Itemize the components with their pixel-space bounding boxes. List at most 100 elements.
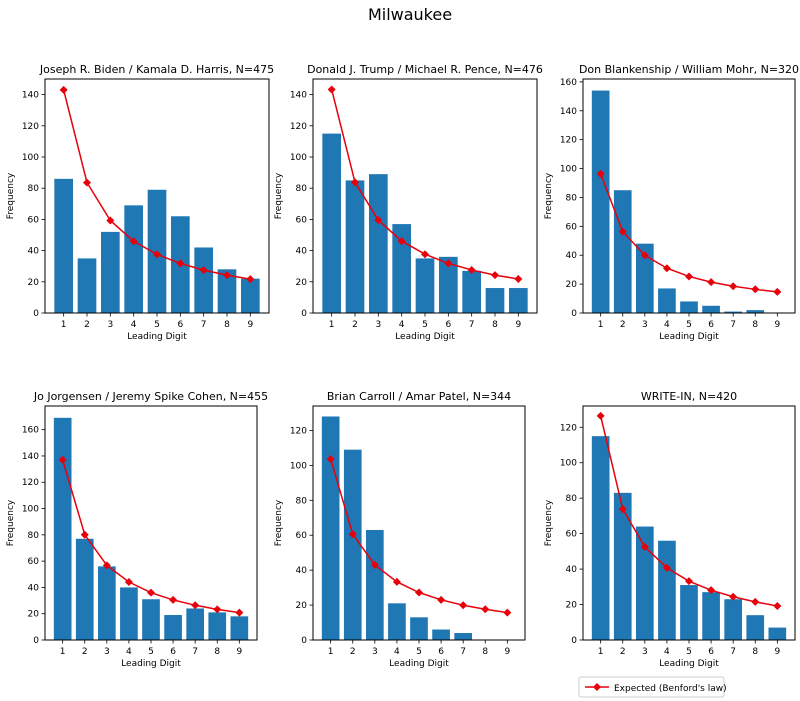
bar-digit-1	[321, 416, 340, 640]
figure-suptitle: Milwaukee	[368, 5, 452, 24]
x-tick-label: 2	[350, 647, 356, 657]
y-tick-label: 0	[33, 636, 39, 646]
x-tick-label: 7	[201, 320, 207, 330]
expected-point-6	[444, 259, 453, 268]
x-tick-label: 2	[352, 320, 358, 330]
bar-digit-9	[241, 278, 260, 313]
y-tick-label: 80	[28, 184, 40, 194]
subplot-6: WRITE-IN, N=420 1 2 3 4 5 6 7 8 9 0 20 40 60 80 100 120 L…	[544, 390, 796, 669]
expected-point-4	[392, 577, 401, 586]
y-tick-label: 40	[296, 247, 308, 257]
y-axis-label: Frequency	[274, 172, 284, 219]
bar-digit-1	[53, 417, 72, 640]
x-tick-label: 1	[598, 647, 604, 657]
expected-point-8	[751, 285, 760, 294]
legend-label: Expected (Benford's law)	[614, 684, 727, 694]
subplot-4: Jo Jorgensen / Jeremy Spike Cohen, N=455…	[6, 390, 268, 669]
bar-digit-3	[366, 529, 384, 640]
bar-digit-7	[186, 608, 204, 640]
bar-digit-9	[509, 288, 528, 313]
subplot-2: Donald J. Trump / Michael R. Pence, N=47…	[274, 63, 543, 342]
subplot-1: Joseph R. Biden / Kamala D. Harris, N=47…	[6, 63, 274, 342]
expected-point-5	[153, 250, 161, 259]
y-tick-label: 160	[22, 426, 39, 436]
y-tick-label: 120	[290, 426, 307, 436]
x-axis-label: Leading Digit	[395, 332, 455, 342]
bar-digit-6	[164, 615, 182, 640]
x-tick-label: 9	[504, 647, 510, 657]
expected-point-3	[370, 560, 379, 569]
y-tick-label: 60	[28, 557, 40, 567]
expected-point-2	[80, 530, 89, 539]
expected-point-8	[223, 271, 231, 280]
y-axis-label: Frequency	[6, 499, 16, 546]
bar-digit-4	[658, 540, 676, 640]
expected-point-7	[467, 265, 476, 274]
bar-digit-7	[462, 270, 481, 313]
y-tick-label: 100	[22, 153, 39, 163]
expected-point-9	[235, 608, 244, 617]
bar-digit-5	[142, 599, 160, 640]
expected-point-4	[124, 578, 133, 587]
x-tick-label: 1	[328, 647, 334, 657]
y-axis-label: Frequency	[6, 172, 16, 219]
x-tick-label: 2	[620, 647, 626, 657]
bar-digit-6	[439, 256, 458, 313]
x-tick-label: 2	[620, 320, 626, 330]
expected-point-2	[618, 227, 627, 236]
expected-point-9	[514, 274, 523, 283]
x-tick-label: 3	[642, 647, 648, 657]
subplot-3: Don Blankenship / William Mohr, N=320 1 2 3…	[544, 63, 799, 342]
bar-digit-2	[77, 258, 97, 313]
expected-point-5	[685, 272, 693, 281]
y-tick-label: 120	[22, 122, 39, 132]
expected-point-2	[83, 178, 91, 187]
x-tick-label: 6	[438, 647, 444, 657]
subplot-title: Donald J. Trump / Michael R. Pence, N=47…	[307, 63, 543, 76]
expected-point-9	[503, 608, 512, 617]
y-tick-label: 80	[566, 193, 578, 203]
y-tick-label: 140	[290, 91, 307, 101]
y-tick-label: 60	[28, 215, 40, 225]
subplot-title: Don Blankenship / William Mohr, N=320	[579, 63, 799, 76]
x-tick-label: 8	[752, 320, 758, 330]
y-tick-label: 100	[22, 505, 39, 515]
y-tick-label: 100	[560, 459, 577, 469]
bar-digit-7	[724, 599, 742, 640]
bar-digit-5	[680, 585, 698, 640]
bar-digit-4	[388, 603, 406, 640]
x-tick-label: 4	[664, 647, 670, 657]
y-tick-label: 120	[22, 478, 39, 488]
expected-point-6	[707, 586, 716, 595]
x-tick-label: 8	[482, 647, 488, 657]
y-tick-label: 40	[296, 566, 308, 576]
x-tick-label: 4	[126, 647, 132, 657]
bar-digit-8	[217, 269, 237, 313]
y-tick-label: 120	[560, 136, 577, 146]
x-tick-label: 4	[131, 320, 137, 330]
x-tick-label: 1	[60, 647, 66, 657]
x-tick-label: 7	[730, 647, 736, 657]
bar-digit-7	[724, 311, 742, 313]
legend-expected-marker	[593, 683, 601, 691]
y-tick-label: 140	[22, 452, 39, 462]
expected-point-9	[246, 275, 255, 284]
bar-digit-9	[768, 627, 787, 640]
bar-digit-8	[746, 310, 765, 313]
y-tick-label: 100	[560, 165, 577, 175]
expected-point-6	[169, 595, 178, 604]
bar-digit-4	[124, 205, 143, 313]
y-tick-label: 20	[28, 610, 40, 620]
subplot-grid: Joseph R. Biden / Kamala D. Harris, N=47…	[6, 63, 799, 669]
y-tick-label: 100	[290, 153, 307, 163]
bar-digit-6	[432, 629, 450, 640]
expected-point-1	[59, 85, 68, 94]
y-tick-label: 40	[28, 247, 40, 257]
expected-point-3	[106, 216, 115, 225]
y-tick-label: 120	[290, 122, 307, 132]
bar-digit-5	[410, 617, 428, 640]
y-tick-label: 20	[296, 278, 308, 288]
bar-digit-4	[120, 587, 138, 640]
x-tick-label: 9	[515, 320, 521, 330]
